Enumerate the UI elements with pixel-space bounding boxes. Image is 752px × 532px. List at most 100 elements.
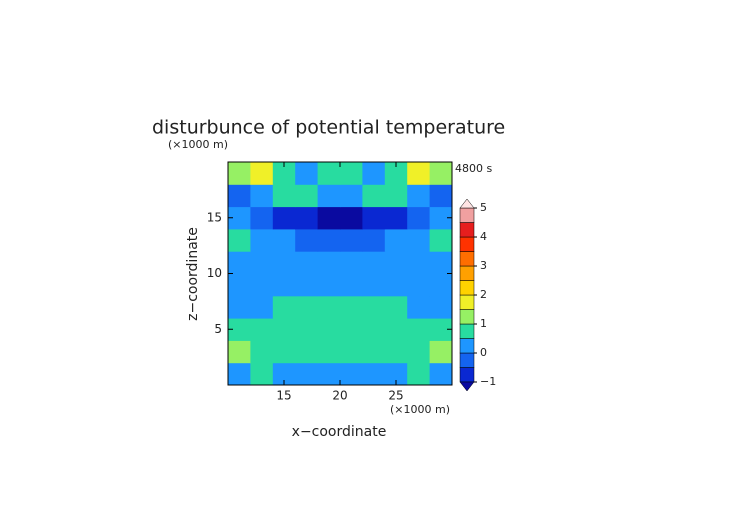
- contour-cell: [429, 206, 453, 230]
- contour-cell: [250, 228, 274, 252]
- contour-cell: [250, 273, 274, 297]
- colorbar-tick-label: 2: [480, 288, 487, 301]
- contour-cell: [272, 251, 296, 274]
- x-tick-label: 15: [276, 389, 291, 403]
- x-unit: (×1000 m): [390, 403, 450, 416]
- colorbar-extend-low: [459, 381, 475, 392]
- y-tick-label: 15: [207, 210, 222, 224]
- contour-cell: [228, 251, 251, 274]
- contour-cell: [362, 162, 386, 185]
- contour-cell: [317, 340, 341, 364]
- contour-cell: [384, 251, 408, 274]
- contour-cell: [228, 318, 251, 341]
- contour-cell: [250, 340, 274, 364]
- contour-cell: [429, 362, 453, 386]
- contour-cell: [362, 228, 386, 252]
- contour-cell: [407, 318, 431, 341]
- contour-cell: [384, 340, 408, 364]
- colorbar-tick-label: 0: [480, 346, 487, 359]
- contour-cell: [317, 362, 341, 386]
- contour-cell: [250, 184, 274, 208]
- contour-cell: [272, 295, 296, 319]
- colorbar-segment: [459, 251, 475, 267]
- contour-cell: [295, 162, 319, 185]
- contour-cell: [295, 295, 319, 319]
- contour-cell: [250, 362, 274, 386]
- contour-cell: [407, 162, 431, 185]
- contour-cell: [272, 318, 296, 341]
- y-axis-label: z−coordinate: [185, 227, 201, 321]
- colorbar-extend-high: [459, 198, 475, 209]
- contour-cell: [295, 318, 319, 341]
- y-tick-label: 5: [214, 322, 222, 336]
- contour-cell: [384, 318, 408, 341]
- contour-cell: [362, 340, 386, 364]
- contour-cell: [362, 295, 386, 319]
- contour-cell: [407, 362, 431, 386]
- contour-cell: [340, 295, 363, 319]
- colorbar-segment: [459, 323, 475, 339]
- contour-cell: [272, 228, 296, 252]
- contour-cell: [295, 184, 319, 208]
- contour-cell: [317, 273, 341, 297]
- contour-cell: [272, 362, 296, 386]
- contour-cell: [340, 251, 363, 274]
- colorbar-segment: [459, 236, 475, 252]
- contour-cell: [407, 206, 431, 230]
- contour-cell: [272, 273, 296, 297]
- contour-cell: [407, 273, 431, 297]
- colorbar-segment: [459, 222, 475, 238]
- contour-cell: [228, 362, 251, 386]
- colorbar-tick-label: 4: [480, 230, 487, 243]
- contour-cell: [317, 295, 341, 319]
- colorbar-segment: [459, 207, 475, 223]
- contour-cell: [429, 228, 453, 252]
- colorbar-tick-label: 1: [480, 317, 487, 330]
- contour-cell: [317, 206, 341, 230]
- contour-cell: [429, 162, 453, 185]
- contour-cell: [362, 362, 386, 386]
- colorbar-tick-label: 3: [480, 259, 487, 272]
- contour-cell: [340, 206, 363, 230]
- contour-cell: [362, 184, 386, 208]
- colorbar-segment: [459, 367, 475, 383]
- contour-cell: [228, 162, 251, 185]
- contour-cell: [407, 184, 431, 208]
- contour-cell: [272, 340, 296, 364]
- contour-cell: [340, 362, 363, 386]
- contour-cell: [362, 318, 386, 341]
- contour-cell: [317, 228, 341, 252]
- contour-cell: [317, 318, 341, 341]
- x-axis-label: x−coordinate: [292, 424, 387, 440]
- colorbar-tick-label: −1: [480, 375, 496, 388]
- contour-cell: [384, 184, 408, 208]
- contour-cell: [228, 340, 251, 364]
- contour-cell: [228, 228, 251, 252]
- contour-cell: [384, 228, 408, 252]
- colorbar-tick-label: 5: [480, 201, 487, 214]
- contour-cell: [384, 362, 408, 386]
- contour-cell: [362, 273, 386, 297]
- contour-cell: [362, 251, 386, 274]
- contour-cell: [429, 251, 453, 274]
- contour-cell: [407, 295, 431, 319]
- contour-cell: [384, 273, 408, 297]
- contour-cell: [250, 162, 274, 185]
- contour-cell: [362, 206, 386, 230]
- x-tick-label: 25: [388, 389, 403, 403]
- contour-cell: [250, 206, 274, 230]
- y-tick-label: 10: [207, 266, 222, 280]
- contour-cell: [250, 295, 274, 319]
- colorbar-segment: [459, 352, 475, 368]
- contour-cell: [228, 184, 251, 208]
- contour-cell: [429, 184, 453, 208]
- chart-title: disturbunce of potential temperature: [152, 117, 505, 139]
- colorbar-segment: [459, 280, 475, 296]
- contour-cell: [317, 162, 341, 185]
- contour-cell: [340, 340, 363, 364]
- contour-cell: [429, 340, 453, 364]
- contour-cell: [340, 184, 363, 208]
- time-label: 4800 s: [455, 162, 492, 175]
- contour-cell: [250, 251, 274, 274]
- contour-cell: [295, 273, 319, 297]
